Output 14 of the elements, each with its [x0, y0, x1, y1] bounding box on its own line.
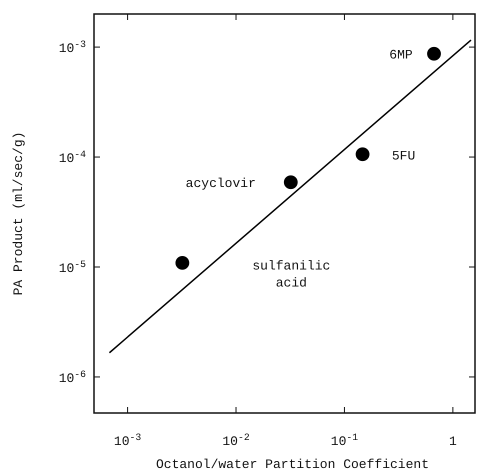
y-tick-label: 10$^{-4}$ [58, 148, 86, 166]
y-axis-title: PA Product (ml/sec/g) [11, 132, 26, 296]
y-tick-label: 10$^{-3}$ [58, 38, 86, 56]
x-tick-label: 10$^{-2}$ [222, 432, 250, 449]
x-tick-label: 10$^{-3}$ [114, 432, 142, 449]
x-tick-label: 10$^{-1}$ [330, 432, 358, 449]
x-tick-label: 1 [448, 434, 457, 449]
annotation: sulfanilic acid [252, 258, 330, 290]
y-tick-label: 10$^{-5}$ [58, 258, 86, 276]
y-tick-label: 10$^{-6}$ [58, 368, 86, 386]
x-axis-title: Octanol/water Partition Coefficient [156, 457, 430, 472]
annotation: 5FU [392, 148, 416, 164]
annotation: 6MP [389, 48, 413, 63]
annotation: acyclovir [186, 176, 256, 192]
